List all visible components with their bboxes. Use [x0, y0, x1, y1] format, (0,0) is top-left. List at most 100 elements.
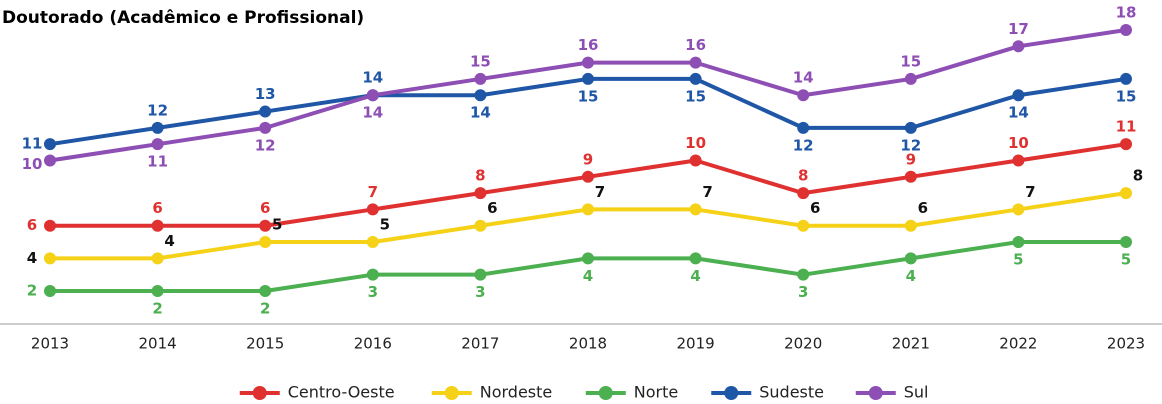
- legend-label: Sudeste: [759, 383, 824, 402]
- value-label: 11: [147, 153, 168, 171]
- point: [474, 72, 487, 85]
- point: [689, 72, 702, 85]
- point: [904, 219, 917, 232]
- point: [44, 219, 56, 232]
- value-label: 6: [810, 199, 820, 217]
- value-label: 4: [690, 267, 700, 285]
- value-label: 7: [595, 183, 605, 201]
- value-label: 15: [1116, 87, 1137, 105]
- point: [1012, 89, 1025, 102]
- value-label: 16: [685, 36, 706, 54]
- point: [44, 252, 56, 265]
- point: [44, 154, 56, 167]
- point: [582, 170, 594, 183]
- value-label: 5: [272, 216, 282, 234]
- point: [474, 268, 487, 281]
- legend-label: Norte: [634, 383, 678, 402]
- point: [259, 236, 272, 249]
- value-label: 4: [164, 232, 174, 250]
- value-label: 18: [1116, 4, 1137, 22]
- legend-marker: [868, 386, 883, 400]
- legend-marker: [444, 386, 459, 400]
- point: [259, 219, 272, 232]
- x-tick-label: 2020: [784, 335, 822, 353]
- value-label: 10: [1008, 134, 1029, 152]
- point: [151, 219, 164, 232]
- value-label: 12: [147, 101, 168, 119]
- point: [797, 89, 810, 102]
- value-label: 12: [793, 136, 814, 154]
- point: [797, 268, 810, 281]
- value-label: 10: [22, 155, 43, 173]
- value-label: 12: [900, 136, 921, 154]
- value-label: 14: [362, 104, 383, 122]
- point: [904, 252, 917, 265]
- point: [1120, 72, 1132, 85]
- point: [797, 121, 810, 134]
- value-label: 8: [798, 167, 808, 185]
- point: [1012, 236, 1025, 249]
- value-label: 11: [1116, 118, 1137, 136]
- value-label: 6: [260, 199, 270, 217]
- point: [689, 154, 702, 167]
- legend-marker: [724, 386, 739, 400]
- point: [1120, 138, 1132, 151]
- point: [1012, 203, 1025, 216]
- point: [151, 121, 164, 134]
- x-tick-label: 2016: [354, 335, 392, 353]
- value-label: 6: [27, 216, 37, 234]
- point: [151, 252, 164, 265]
- point: [259, 121, 272, 134]
- legend-label: Sul: [904, 383, 929, 402]
- value-label: 6: [487, 199, 497, 217]
- value-label: 5: [380, 216, 390, 234]
- value-label: 9: [583, 150, 593, 168]
- point: [1120, 187, 1132, 200]
- value-label: 2: [152, 299, 162, 317]
- x-tick-label: 2014: [139, 335, 177, 353]
- value-label: 5: [1121, 251, 1131, 269]
- point: [797, 219, 810, 232]
- value-label: 9: [906, 150, 916, 168]
- point: [904, 72, 917, 85]
- legend-marker: [252, 386, 267, 400]
- x-tick-label: 2022: [999, 335, 1037, 353]
- point: [366, 89, 379, 102]
- point: [44, 138, 56, 151]
- value-label: 3: [798, 283, 808, 301]
- value-label: 12: [255, 136, 276, 154]
- value-label: 7: [702, 183, 712, 201]
- value-label: 13: [255, 85, 276, 103]
- point: [1012, 40, 1025, 53]
- x-tick-label: 2019: [677, 335, 715, 353]
- x-tick-label: 2013: [31, 335, 69, 353]
- point: [904, 170, 917, 183]
- value-label: 3: [368, 283, 378, 301]
- value-label: 17: [1008, 20, 1029, 38]
- point: [904, 121, 917, 134]
- value-label: 14: [793, 69, 814, 87]
- legend-label: Nordeste: [480, 383, 553, 402]
- value-label: 14: [470, 104, 491, 122]
- x-tick-label: 2021: [892, 335, 930, 353]
- point: [1012, 154, 1025, 167]
- point: [259, 105, 272, 118]
- value-label: 8: [475, 167, 485, 185]
- point: [797, 187, 810, 200]
- value-label: 7: [1025, 183, 1035, 201]
- value-label: 15: [900, 52, 921, 70]
- x-tick-label: 2015: [246, 335, 284, 353]
- point: [582, 203, 594, 216]
- point: [44, 284, 56, 297]
- value-label: 15: [470, 52, 491, 70]
- x-tick-label: 2023: [1107, 335, 1145, 353]
- chart-title: Doutorado (Acadêmico e Profissional): [2, 8, 364, 28]
- point: [582, 252, 594, 265]
- value-label: 14: [362, 69, 383, 87]
- value-label: 8: [1133, 167, 1143, 185]
- x-tick-label: 2017: [461, 335, 499, 353]
- value-label: 2: [260, 299, 270, 317]
- point: [689, 56, 702, 69]
- value-label: 4: [906, 267, 916, 285]
